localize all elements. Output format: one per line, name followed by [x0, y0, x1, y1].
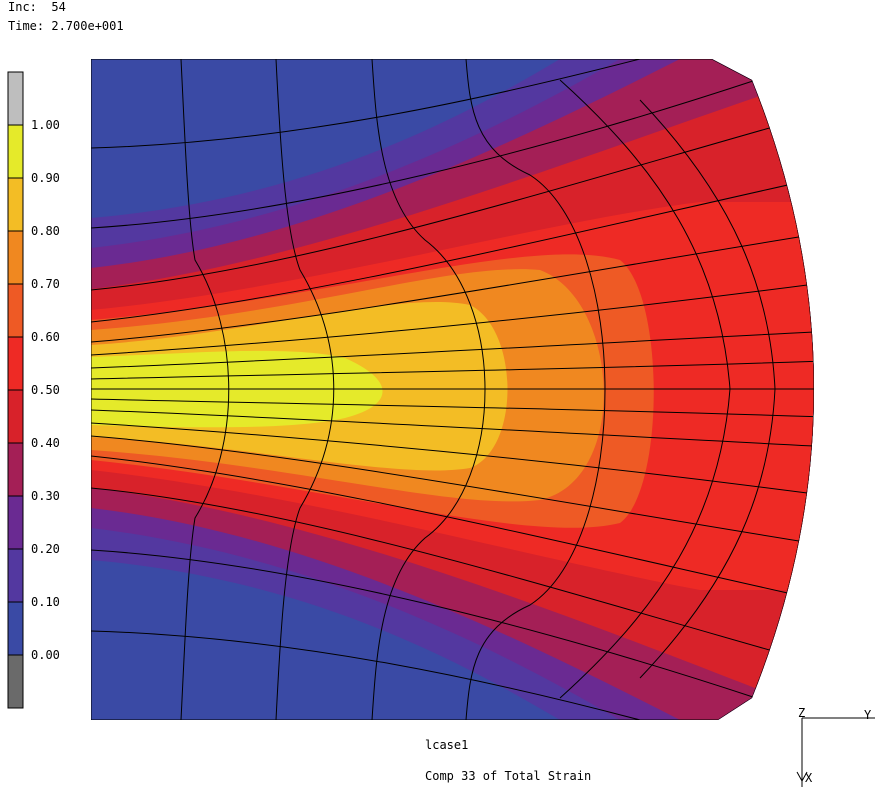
legend-swatch	[8, 337, 23, 390]
legend-swatch	[8, 231, 23, 284]
inc-value: 54	[51, 0, 66, 14]
z-axis-label: Z	[798, 706, 806, 720]
legend-tick-label: 0.40	[31, 436, 60, 450]
legend-swatch	[8, 443, 23, 496]
legend-tick-label: 0.30	[31, 489, 60, 503]
legend-tick-label: 0.00	[31, 648, 60, 662]
load-case-label: lcase1	[425, 738, 469, 752]
legend-tick-label: 0.60	[31, 330, 60, 344]
mesh-grid	[91, 59, 814, 720]
x-axis-arrow	[796, 771, 808, 783]
time-readout: Time: 2.700e+001	[8, 19, 124, 33]
contour-field	[91, 59, 814, 720]
mesh-outline	[91, 59, 814, 720]
legend-swatch	[8, 125, 23, 178]
legend-swatch	[8, 549, 23, 602]
color-legend: 1.00 0.90 0.80 0.70 0.60 0.50 0.40 0.30 0.20 0.10…	[7, 71, 60, 709]
increment-readout: Inc: 54	[8, 0, 66, 14]
mesh-horizontal-lines	[91, 59, 814, 720]
time-value: 2.700e+001	[51, 19, 124, 33]
legend-tick-label: 1.00	[31, 118, 60, 132]
y-axis-label: Y	[864, 708, 872, 722]
legend-tick-label: 0.90	[31, 171, 60, 185]
legend-tick-label: 0.80	[31, 224, 60, 238]
mesh-vertical-lines	[180, 59, 776, 720]
legend-tick-label: 0.50	[31, 383, 60, 397]
legend-tick-label: 0.20	[31, 542, 60, 556]
x-axis-label: X	[805, 771, 813, 785]
inc-label: Inc:	[8, 0, 37, 14]
result-name-label: Comp 33 of Total Strain	[425, 769, 592, 783]
legend-tick-label: 0.10	[31, 595, 60, 609]
legend-swatch	[8, 655, 23, 708]
legend-swatch	[8, 284, 23, 337]
legend-swatch	[8, 496, 23, 549]
time-label: Time:	[8, 19, 45, 33]
legend-swatch	[8, 390, 23, 443]
legend-tick-label: 0.70	[31, 277, 60, 291]
legend-swatch	[8, 178, 23, 231]
axis-triad	[796, 717, 875, 787]
legend-swatch	[8, 72, 23, 125]
legend-swatch	[8, 602, 23, 655]
